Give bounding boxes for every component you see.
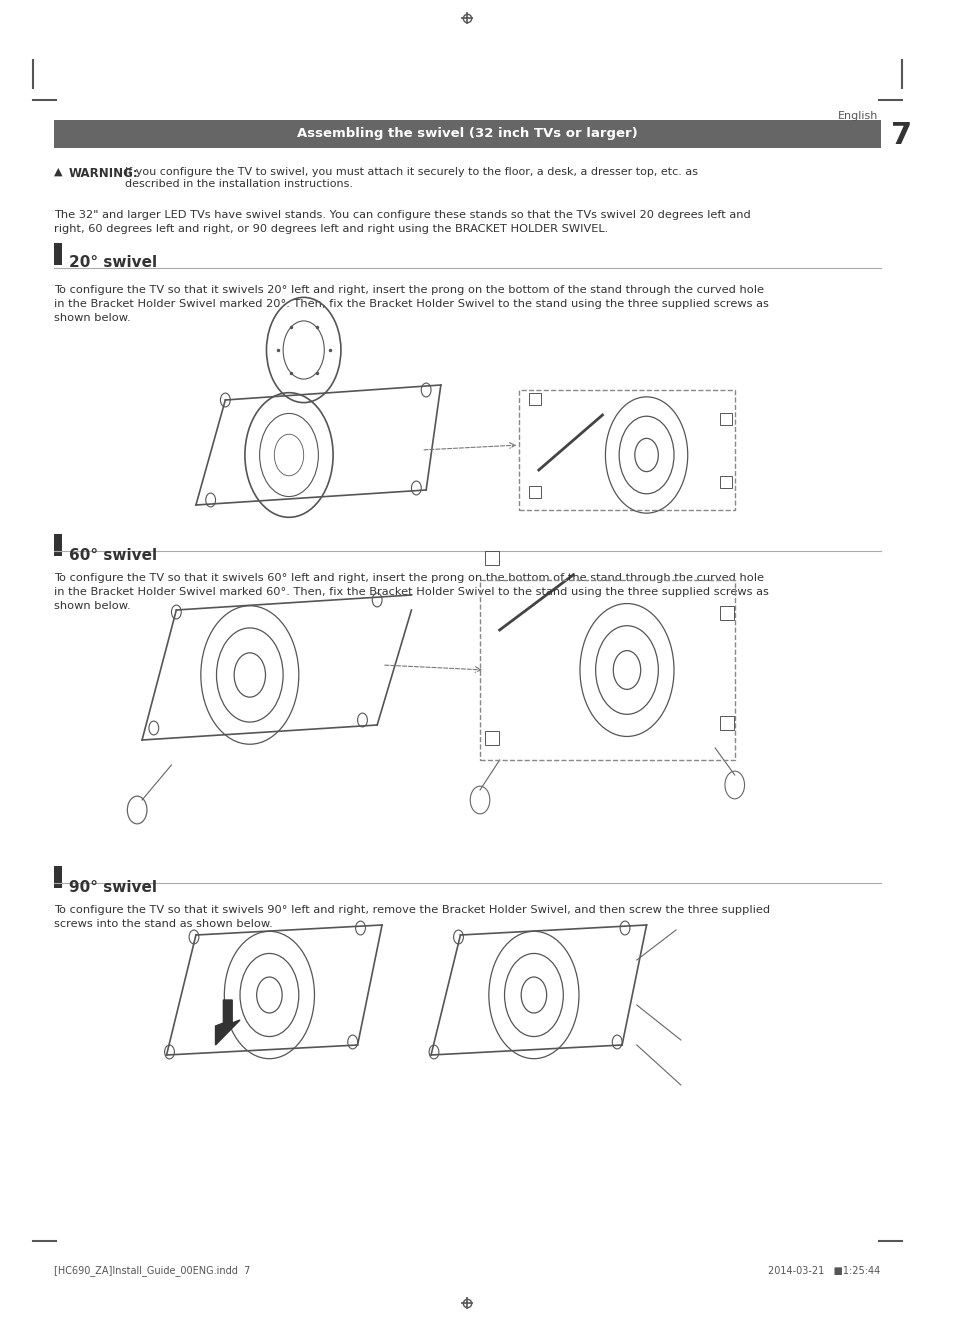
Bar: [720, 716, 733, 731]
Bar: [53, 534, 62, 556]
Text: English: English: [837, 111, 877, 122]
Text: 7: 7: [890, 122, 911, 151]
Bar: [529, 394, 540, 406]
Text: To configure the TV so that it swivels 90° left and right, remove the Bracket Ho: To configure the TV so that it swivels 9…: [53, 905, 769, 929]
Text: 20° swivel: 20° swivel: [69, 255, 156, 269]
Text: ▲: ▲: [53, 166, 62, 177]
Bar: [484, 731, 498, 745]
Text: 60° swivel: 60° swivel: [69, 548, 156, 563]
Bar: [720, 476, 731, 487]
Text: WARNING:: WARNING:: [69, 166, 138, 180]
Bar: [720, 606, 733, 620]
Bar: [484, 551, 498, 565]
Text: Assembling the swivel (32 inch TVs or larger): Assembling the swivel (32 inch TVs or la…: [296, 128, 637, 140]
Bar: [53, 867, 62, 888]
Bar: [479, 580, 734, 760]
Bar: [53, 243, 62, 266]
Text: If you configure the TV to swivel, you must attach it securely to the floor, a d: If you configure the TV to swivel, you m…: [125, 166, 698, 189]
Text: The 32" and larger LED TVs have swivel stands. You can configure these stands so: The 32" and larger LED TVs have swivel s…: [53, 210, 750, 234]
FancyBboxPatch shape: [53, 120, 880, 148]
Bar: [518, 390, 734, 510]
Polygon shape: [215, 1000, 240, 1045]
Text: To configure the TV so that it swivels 20° left and right, insert the prong on t: To configure the TV so that it swivels 2…: [53, 285, 768, 324]
Text: To configure the TV so that it swivels 60° left and right, insert the prong on t: To configure the TV so that it swivels 6…: [53, 573, 768, 612]
Text: 90° swivel: 90° swivel: [69, 880, 156, 896]
Bar: [529, 486, 540, 498]
Text: [HC690_ZA]Install_Guide_00ENG.indd  7: [HC690_ZA]Install_Guide_00ENG.indd 7: [53, 1266, 250, 1276]
Bar: [720, 413, 731, 425]
Text: 2014-03-21   ■1:25:44: 2014-03-21 ■1:25:44: [768, 1266, 880, 1276]
